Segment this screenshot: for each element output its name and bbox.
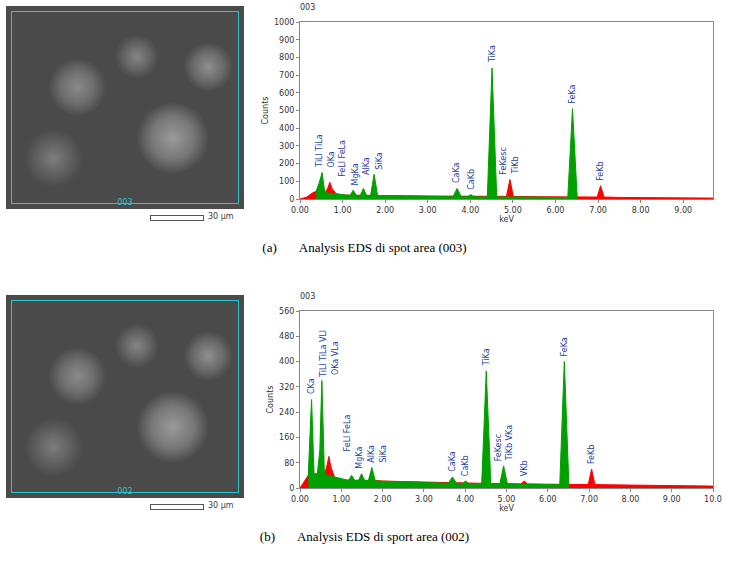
svg-text:FeLl FeLa: FeLl FeLa	[343, 415, 352, 452]
svg-text:7.00: 7.00	[580, 495, 598, 504]
svg-text:0: 0	[289, 484, 294, 493]
svg-text:3.00: 3.00	[415, 495, 433, 504]
svg-text:600: 600	[279, 89, 294, 98]
svg-text:900: 900	[279, 36, 294, 45]
svg-text:320: 320	[279, 383, 294, 392]
svg-text:1.00: 1.00	[332, 495, 350, 504]
svg-text:SiKa: SiKa	[379, 445, 388, 462]
svg-text:FeKb: FeKb	[596, 161, 605, 180]
svg-text:100: 100	[279, 177, 294, 186]
svg-text:003: 003	[300, 3, 315, 12]
svg-text:4.00: 4.00	[461, 206, 479, 215]
svg-text:560: 560	[279, 307, 294, 316]
svg-text:160: 160	[279, 433, 294, 442]
svg-text:FeKb: FeKb	[587, 445, 596, 464]
html-text:(a): (a)	[262, 240, 277, 255]
svg-text:Counts: Counts	[266, 386, 275, 414]
svg-text:003: 003	[300, 292, 315, 301]
svg-text:500: 500	[279, 106, 294, 115]
svg-text:TiKa: TiKa	[488, 45, 497, 63]
svg-text:5.00: 5.00	[504, 206, 522, 215]
html-text:002: 002	[117, 487, 133, 496]
svg-text:keV: keV	[499, 215, 514, 224]
svg-text:CKa: CKa	[307, 378, 316, 394]
svg-text:400: 400	[279, 124, 294, 133]
svg-text:2.00: 2.00	[376, 206, 394, 215]
svg-text:200: 200	[279, 159, 294, 168]
svg-text:TiKb VKa: TiKb VKa	[505, 425, 514, 461]
svg-text:480: 480	[279, 332, 294, 341]
svg-text:80: 80	[284, 459, 294, 468]
svg-text:TiKb: TiKb	[511, 156, 520, 174]
svg-text:5.00: 5.00	[498, 495, 516, 504]
svg-text:OKa VLa: OKa VLa	[331, 341, 340, 375]
svg-text:SiKa: SiKa	[375, 152, 384, 169]
svg-text:MgKa: MgKa	[351, 163, 360, 185]
svg-text:TiLl TiLa VLl: TiLl TiLa VLl	[319, 330, 328, 378]
svg-text:8.00: 8.00	[621, 495, 639, 504]
svg-text:3.00: 3.00	[419, 206, 437, 215]
svg-text:VKb: VKb	[520, 461, 529, 477]
svg-text:FeKa: FeKa	[560, 337, 569, 356]
svg-text:FeKesc: FeKesc	[494, 434, 503, 461]
html-text:30 µm: 30 µm	[208, 212, 234, 221]
html-text:003: 003	[117, 198, 133, 207]
svg-text:240: 240	[279, 408, 294, 417]
svg-text:0.00: 0.00	[291, 495, 309, 504]
svg-text:9.00: 9.00	[674, 206, 692, 215]
svg-text:FeKesc: FeKesc	[499, 147, 508, 174]
svg-text:CaKb: CaKb	[461, 455, 470, 476]
html-text:(b): (b)	[259, 529, 275, 544]
html-text:Analysis EDS di spot area (003: Analysis EDS di spot area (003)	[298, 240, 467, 255]
svg-text:OKa: OKa	[327, 151, 336, 167]
svg-text:2.00: 2.00	[374, 495, 392, 504]
svg-text:FeLl FeLa: FeLl FeLa	[338, 140, 347, 177]
svg-text:4.00: 4.00	[456, 495, 474, 504]
svg-text:CaKa: CaKa	[452, 162, 461, 183]
svg-text:AlKa: AlKa	[367, 445, 376, 463]
svg-text:7.00: 7.00	[589, 206, 607, 215]
svg-text:CaKa: CaKa	[448, 451, 457, 472]
svg-text:400: 400	[279, 357, 294, 366]
svg-text:keV: keV	[499, 504, 514, 513]
svg-text:FeKa: FeKa	[568, 85, 577, 104]
svg-text:6.00: 6.00	[539, 495, 557, 504]
svg-text:700: 700	[279, 71, 294, 80]
svg-text:800: 800	[279, 53, 294, 62]
svg-text:6.00: 6.00	[547, 206, 565, 215]
svg-text:9.00: 9.00	[663, 495, 681, 504]
svg-text:300: 300	[279, 142, 294, 151]
svg-text:TiLl TiLa: TiLl TiLa	[315, 134, 324, 167]
html-text:30 µm: 30 µm	[208, 501, 234, 510]
svg-text:0.00: 0.00	[291, 206, 309, 215]
svg-text:8.00: 8.00	[632, 206, 650, 215]
svg-text:Counts: Counts	[261, 97, 270, 125]
svg-text:10.0: 10.0	[704, 495, 722, 504]
svg-text:AlKa: AlKa	[362, 157, 371, 175]
svg-text:TiKa: TiKa	[482, 348, 491, 366]
svg-text:CaKb: CaKb	[467, 169, 476, 190]
svg-text:0: 0	[289, 195, 294, 204]
html-text:Analysis EDS di sport area (00: Analysis EDS di sport area (002)	[297, 529, 470, 544]
svg-text:1000: 1000	[274, 18, 294, 27]
svg-text:MgKa: MgKa	[355, 447, 364, 469]
svg-text:1.00: 1.00	[334, 206, 352, 215]
